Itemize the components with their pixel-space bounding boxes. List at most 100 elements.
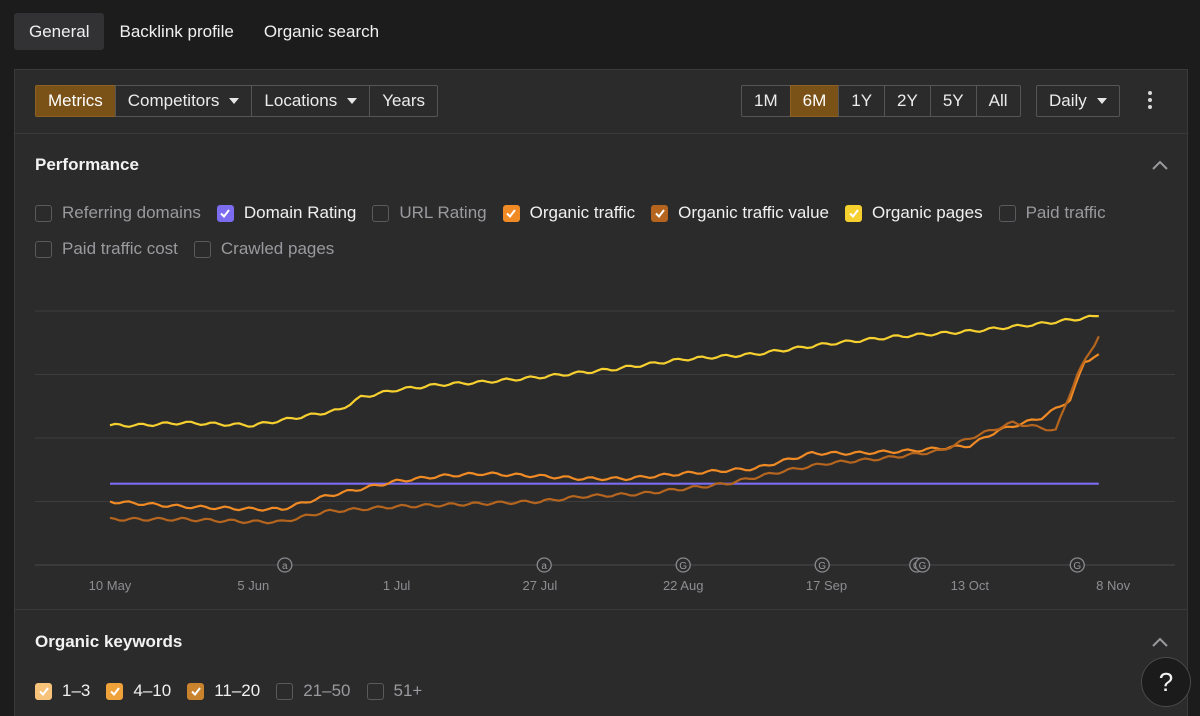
chevron-down-icon	[229, 98, 240, 104]
checkbox-label: Paid traffic cost	[62, 239, 178, 258]
overview-panel: Metrics Competitors Locations Years 1M 6M…	[14, 69, 1188, 716]
checkbox-checked-icon	[187, 682, 205, 700]
checkbox-4-10[interactable]: 4–10	[106, 680, 171, 702]
series-line-organic-pages	[109, 314, 1099, 428]
competitors-dropdown[interactable]: Competitors	[114, 85, 253, 117]
checkbox-crawled-pages[interactable]: Crawled pages	[193, 238, 335, 260]
checkbox-label: Organic pages	[872, 203, 983, 222]
checkbox-label: Organic traffic	[529, 203, 636, 222]
organic-keywords-checkboxes: 1–3 4–10 11–20 21–50 51+	[35, 680, 1155, 702]
annotation-marker-label: G	[1073, 561, 1081, 572]
annotation-marker-icon	[914, 557, 931, 573]
checkbox-organic-traffic-value[interactable]: Organic traffic value	[651, 202, 829, 224]
range-button-1y[interactable]: 1Y	[838, 85, 886, 117]
checkbox-checked-icon	[216, 204, 234, 222]
interval-label: Daily	[1049, 91, 1087, 110]
interval-dropdown-wrap: Daily	[1036, 85, 1120, 117]
section-divider	[15, 609, 1187, 610]
checkbox-label: 21–50	[303, 681, 351, 700]
range-button-6m[interactable]: 6M	[789, 85, 840, 117]
x-tick-label: 27 Jul	[523, 578, 558, 593]
annotation-marker-icon	[536, 557, 552, 573]
checkbox-paid-traffic[interactable]: Paid traffic	[998, 202, 1106, 224]
checkbox-domain-rating[interactable]: Domain Rating	[216, 202, 357, 224]
organic-keywords-title: Organic keywords	[35, 632, 183, 651]
chevron-down-icon	[347, 98, 358, 104]
checkbox-url-rating[interactable]: URL Rating	[372, 202, 487, 224]
range-button-2y[interactable]: 2Y	[884, 85, 931, 117]
toolbar: Metrics Competitors Locations Years 1M 6M…	[15, 70, 1187, 134]
performance-title: Performance	[35, 155, 139, 174]
checkbox-checked-icon	[845, 204, 862, 222]
tab-organic-search[interactable]: Organic search	[263, 22, 380, 41]
chevron-up-icon[interactable]	[1151, 636, 1169, 648]
view-button-group: Metrics Competitors Locations Years	[35, 85, 439, 117]
range-button-5y[interactable]: 5Y	[929, 85, 977, 117]
performance-metric-checkboxes: Referring domains Domain Rating URL Rating…	[35, 202, 1155, 260]
x-tick-label: 10 May	[89, 578, 132, 593]
checkbox-empty-icon	[193, 240, 211, 258]
chevron-up-icon[interactable]	[1151, 159, 1169, 171]
x-tick-label: 8 Nov	[1096, 578, 1130, 593]
checkbox-organic-pages[interactable]: Organic pages	[845, 202, 983, 224]
checkbox-label: URL Rating	[399, 203, 487, 222]
x-tick-label: 17 Sep	[806, 578, 847, 593]
checkbox-checked-icon	[651, 204, 669, 222]
range-button-group: 1M 6M 1Y 2Y 5Y All	[741, 85, 1021, 117]
checkbox-checked-icon	[35, 682, 52, 700]
help-button[interactable]: ?	[1141, 657, 1191, 707]
checkbox-empty-icon	[372, 204, 390, 222]
tab-backlink-profile[interactable]: Backlink profile	[119, 22, 234, 41]
years-label: Years	[382, 91, 426, 110]
range-button-1m[interactable]: 1M	[741, 85, 791, 117]
chevron-down-icon	[1096, 98, 1107, 104]
checkbox-label: Organic traffic value	[678, 203, 829, 222]
checkbox-label: Referring domains	[62, 203, 201, 222]
x-tick-label: 1 Jul	[383, 578, 411, 593]
x-tick-label: 22 Aug	[663, 578, 704, 593]
more-options-icon[interactable]	[1143, 91, 1157, 113]
checkbox-label: 51+	[393, 681, 423, 700]
annotation-marker-label: G	[818, 561, 826, 572]
checkbox-empty-icon	[276, 682, 294, 700]
checkbox-empty-icon	[35, 240, 52, 258]
help-icon: ?	[1158, 666, 1174, 697]
checkbox-empty-icon	[998, 204, 1016, 222]
checkbox-51[interactable]: 51+	[366, 680, 423, 702]
checkbox-checked-icon	[502, 204, 520, 222]
annotation-marker-label: G	[679, 561, 687, 572]
checkbox-label: 11–20	[214, 681, 261, 700]
checkbox-paid-traffic-cost[interactable]: Paid traffic cost	[35, 238, 178, 260]
competitors-label: Competitors	[127, 91, 220, 110]
annotation-marker-label: a	[541, 561, 547, 572]
checkbox-label: Domain Rating	[243, 203, 357, 222]
annotation-marker-icon	[277, 557, 293, 573]
locations-label: Locations	[264, 91, 338, 110]
checkbox-1-3[interactable]: 1–3	[35, 680, 90, 702]
x-tick-label: 5 Jun	[237, 578, 269, 593]
annotation-marker-label: a	[282, 561, 288, 572]
checkbox-empty-icon	[366, 682, 384, 700]
interval-dropdown[interactable]: Daily	[1036, 85, 1120, 117]
checkbox-empty-icon	[35, 204, 52, 222]
checkbox-11-20[interactable]: 11–20	[187, 680, 260, 702]
checkbox-21-50[interactable]: 21–50	[276, 680, 351, 702]
checkbox-checked-icon	[106, 682, 124, 700]
checkbox-organic-traffic[interactable]: Organic traffic	[502, 202, 636, 224]
metrics-button[interactable]: Metrics	[35, 85, 116, 117]
checkbox-label: Crawled pages	[220, 239, 335, 258]
locations-dropdown[interactable]: Locations	[251, 85, 371, 117]
years-button[interactable]: Years	[369, 85, 439, 117]
annotation-marker-label: G	[919, 561, 927, 572]
x-tick-label: 13 Oct	[951, 578, 990, 593]
annotation-marker-icon	[1069, 557, 1085, 573]
range-button-all[interactable]: All	[975, 85, 1021, 117]
tab-general[interactable]: General	[14, 13, 105, 50]
annotation-marker-icon	[814, 557, 830, 573]
checkbox-referring-domains[interactable]: Referring domains	[35, 202, 201, 224]
checkbox-label: 1–3	[62, 681, 91, 700]
checkbox-label: 4–10	[133, 681, 172, 700]
top-tabs: General Backlink profile Organic search	[14, 13, 394, 50]
